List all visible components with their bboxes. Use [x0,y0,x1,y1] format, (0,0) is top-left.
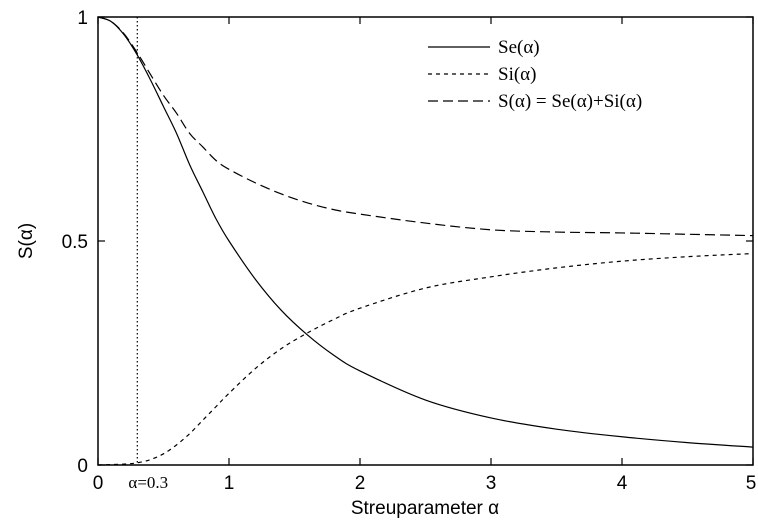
series-lines [97,16,754,466]
x-tick-label: 4 [617,473,628,494]
annotation-label: α=0.3 [128,473,168,492]
x-tick-label: 2 [355,473,366,494]
legend-label-1: Si(α) [498,64,536,85]
legend: Se(α) Si(α) S(α) = Se(α)+Si(α) [428,37,642,112]
legend-label-0: Se(α) [498,37,540,58]
y-tick-label: 1 [77,8,88,29]
x-tick-label: 1 [224,473,235,494]
series-line-0 [97,16,754,448]
ticks: 0 1 2 3 4 5 0 0.5 1 [62,8,757,494]
plot-frame [97,16,754,466]
y-axis-title: S(α) [16,223,37,259]
x-tick-label: 5 [746,473,757,494]
x-axis-title: Streuparameter α [351,498,499,519]
x-tick-label: 3 [486,473,497,494]
x-tick-label: 0 [93,473,104,494]
y-tick-label: 0.5 [62,232,88,253]
y-tick-label: 0 [77,456,88,477]
legend-label-2: S(α) = Se(α)+Si(α) [498,91,642,112]
series-line-1 [97,252,754,466]
series-line-2 [97,16,754,237]
